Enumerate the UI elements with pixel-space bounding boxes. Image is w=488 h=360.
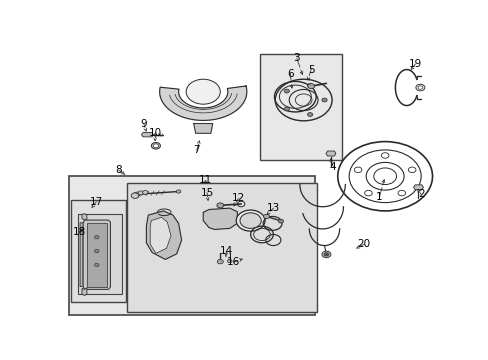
Text: 4: 4 — [329, 162, 336, 172]
Polygon shape — [87, 223, 106, 287]
Text: 19: 19 — [408, 59, 421, 69]
Circle shape — [176, 190, 181, 193]
Circle shape — [153, 144, 158, 148]
Circle shape — [186, 79, 220, 104]
Bar — [260, 54, 341, 159]
Circle shape — [131, 193, 139, 198]
Polygon shape — [141, 132, 153, 137]
Text: 10: 10 — [148, 128, 162, 138]
Circle shape — [94, 263, 99, 267]
Circle shape — [94, 235, 99, 239]
Circle shape — [151, 143, 160, 149]
Polygon shape — [146, 211, 181, 260]
Text: 6: 6 — [286, 69, 293, 79]
Bar — [68, 176, 314, 315]
Circle shape — [217, 203, 223, 208]
Circle shape — [324, 253, 328, 256]
Text: 11: 11 — [198, 175, 211, 185]
Text: 18: 18 — [73, 227, 86, 237]
Circle shape — [415, 84, 424, 91]
Circle shape — [284, 89, 289, 93]
Circle shape — [307, 84, 314, 89]
Polygon shape — [82, 214, 87, 220]
Text: 5: 5 — [307, 64, 314, 75]
Polygon shape — [325, 151, 335, 156]
Text: 12: 12 — [231, 193, 244, 203]
Circle shape — [138, 191, 143, 195]
Text: 8: 8 — [115, 165, 122, 175]
Circle shape — [227, 260, 232, 263]
Circle shape — [354, 167, 361, 172]
Circle shape — [381, 153, 388, 158]
Circle shape — [397, 190, 405, 196]
Text: 7: 7 — [193, 145, 200, 155]
Bar — [127, 183, 316, 312]
Circle shape — [364, 190, 371, 196]
Text: 16: 16 — [226, 257, 240, 267]
Circle shape — [94, 249, 99, 253]
Polygon shape — [150, 217, 171, 253]
Circle shape — [240, 213, 261, 228]
Polygon shape — [413, 185, 423, 190]
Text: 17: 17 — [90, 197, 103, 207]
Bar — [70, 200, 125, 302]
Polygon shape — [82, 288, 87, 296]
Circle shape — [278, 219, 283, 223]
Polygon shape — [80, 223, 84, 287]
Circle shape — [284, 107, 289, 111]
Polygon shape — [193, 123, 212, 133]
Circle shape — [236, 210, 264, 231]
Text: 20: 20 — [357, 239, 370, 249]
Circle shape — [321, 251, 330, 258]
Circle shape — [217, 260, 223, 264]
Circle shape — [407, 167, 415, 172]
Text: 9: 9 — [140, 118, 147, 129]
Circle shape — [307, 84, 312, 87]
Text: 13: 13 — [266, 203, 280, 213]
Circle shape — [321, 98, 326, 102]
Bar — [78, 214, 122, 294]
Circle shape — [417, 86, 422, 89]
Text: 2: 2 — [417, 189, 424, 199]
Polygon shape — [203, 208, 237, 229]
Circle shape — [263, 214, 269, 219]
Text: 15: 15 — [200, 188, 213, 198]
Circle shape — [307, 113, 312, 117]
Circle shape — [134, 192, 140, 197]
Text: 3: 3 — [293, 53, 300, 63]
Polygon shape — [83, 220, 110, 289]
Text: 1: 1 — [375, 192, 382, 202]
Text: 14: 14 — [219, 246, 232, 256]
Circle shape — [142, 190, 147, 194]
Polygon shape — [160, 86, 246, 120]
